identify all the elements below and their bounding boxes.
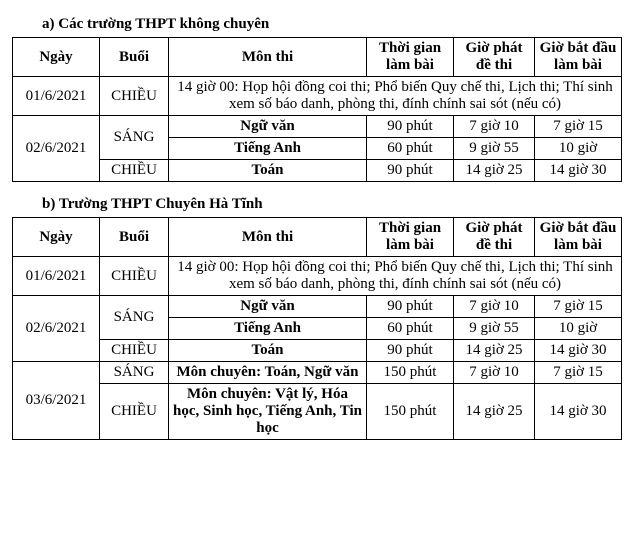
cell-dispatch: 9 giờ 55 bbox=[454, 318, 535, 340]
cell-duration: 60 phút bbox=[367, 138, 454, 160]
cell-subject: Ngữ văn bbox=[169, 296, 367, 318]
cell-subject: Môn chuyên: Toán, Ngữ văn bbox=[169, 362, 367, 384]
header-start: Giờ bắt đầu làm bài bbox=[535, 218, 622, 257]
cell-subject: Tiếng Anh bbox=[169, 138, 367, 160]
header-date: Ngày bbox=[13, 38, 100, 77]
cell-subject: Toán bbox=[169, 340, 367, 362]
header-date: Ngày bbox=[13, 218, 100, 257]
cell-date: 02/6/2021 bbox=[13, 116, 100, 182]
header-start: Giờ bắt đầu làm bài bbox=[535, 38, 622, 77]
cell-dispatch: 14 giờ 25 bbox=[454, 384, 535, 440]
cell-duration: 60 phút bbox=[367, 318, 454, 340]
cell-date: 02/6/2021 bbox=[13, 296, 100, 362]
cell-session: SÁNG bbox=[100, 296, 169, 340]
cell-session: CHIỀU bbox=[100, 77, 169, 116]
cell-dispatch: 7 giờ 10 bbox=[454, 296, 535, 318]
schedule-table-b: Ngày Buổi Môn thi Thời gian làm bài Giờ … bbox=[12, 217, 622, 440]
header-duration: Thời gian làm bài bbox=[367, 218, 454, 257]
cell-session: CHIỀU bbox=[100, 384, 169, 440]
header-session: Buổi bbox=[100, 38, 169, 77]
cell-dispatch: 14 giờ 25 bbox=[454, 160, 535, 182]
cell-session: SÁNG bbox=[100, 362, 169, 384]
cell-duration: 90 phút bbox=[367, 160, 454, 182]
cell-start: 14 giờ 30 bbox=[535, 160, 622, 182]
cell-dispatch: 14 giờ 25 bbox=[454, 340, 535, 362]
header-dispatch: Giờ phát đề thi bbox=[454, 218, 535, 257]
header-duration: Thời gian làm bài bbox=[367, 38, 454, 77]
cell-session: CHIỀU bbox=[100, 340, 169, 362]
cell-start: 10 giờ bbox=[535, 318, 622, 340]
cell-subject: Toán bbox=[169, 160, 367, 182]
cell-duration: 150 phút bbox=[367, 362, 454, 384]
cell-start: 14 giờ 30 bbox=[535, 340, 622, 362]
cell-subject: Tiếng Anh bbox=[169, 318, 367, 340]
cell-session: CHIỀU bbox=[100, 160, 169, 182]
section-a-title: a) Các trường THPT không chuyên bbox=[42, 16, 622, 33]
cell-session: CHIỀU bbox=[100, 257, 169, 296]
cell-note: 14 giờ 00: Họp hội đồng coi thi; Phổ biế… bbox=[169, 257, 622, 296]
cell-subject: Ngữ văn bbox=[169, 116, 367, 138]
cell-dispatch: 7 giờ 10 bbox=[454, 362, 535, 384]
header-session: Buổi bbox=[100, 218, 169, 257]
cell-note: 14 giờ 00: Họp hội đồng coi thi; Phổ biế… bbox=[169, 77, 622, 116]
cell-duration: 150 phút bbox=[367, 384, 454, 440]
header-subject: Môn thi bbox=[169, 38, 367, 77]
header-dispatch: Giờ phát đề thi bbox=[454, 38, 535, 77]
cell-session: SÁNG bbox=[100, 116, 169, 160]
cell-date: 01/6/2021 bbox=[13, 77, 100, 116]
cell-duration: 90 phút bbox=[367, 296, 454, 318]
cell-date: 03/6/2021 bbox=[13, 362, 100, 440]
header-subject: Môn thi bbox=[169, 218, 367, 257]
schedule-table-a: Ngày Buổi Môn thi Thời gian làm bài Giờ … bbox=[12, 37, 622, 182]
cell-dispatch: 9 giờ 55 bbox=[454, 138, 535, 160]
cell-start: 10 giờ bbox=[535, 138, 622, 160]
cell-duration: 90 phút bbox=[367, 116, 454, 138]
cell-start: 14 giờ 30 bbox=[535, 384, 622, 440]
section-b-title: b) Trường THPT Chuyên Hà Tĩnh bbox=[42, 196, 622, 213]
cell-date: 01/6/2021 bbox=[13, 257, 100, 296]
cell-dispatch: 7 giờ 10 bbox=[454, 116, 535, 138]
cell-subject: Môn chuyên: Vật lý, Hóa học, Sinh học, T… bbox=[169, 384, 367, 440]
cell-duration: 90 phút bbox=[367, 340, 454, 362]
cell-start: 7 giờ 15 bbox=[535, 116, 622, 138]
cell-start: 7 giờ 15 bbox=[535, 362, 622, 384]
cell-start: 7 giờ 15 bbox=[535, 296, 622, 318]
